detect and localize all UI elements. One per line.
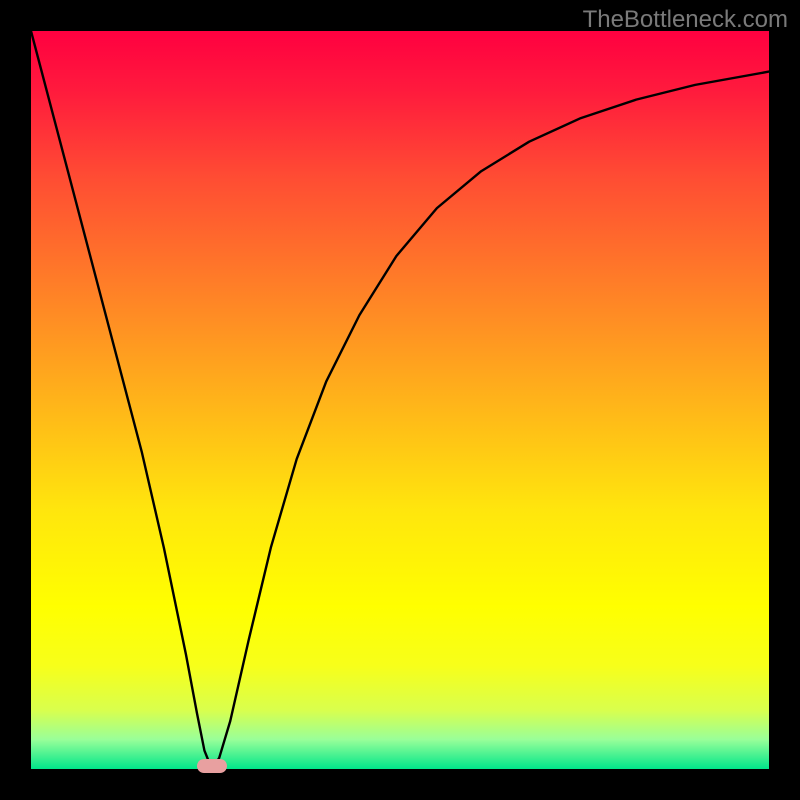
chart-container: { "canvas": { "width": 800, "height": 80… bbox=[0, 0, 800, 800]
bottleneck-curve bbox=[31, 31, 769, 769]
watermark-text: TheBottleneck.com bbox=[583, 6, 788, 34]
plot-area bbox=[31, 31, 769, 769]
optimal-point-marker bbox=[197, 759, 227, 773]
